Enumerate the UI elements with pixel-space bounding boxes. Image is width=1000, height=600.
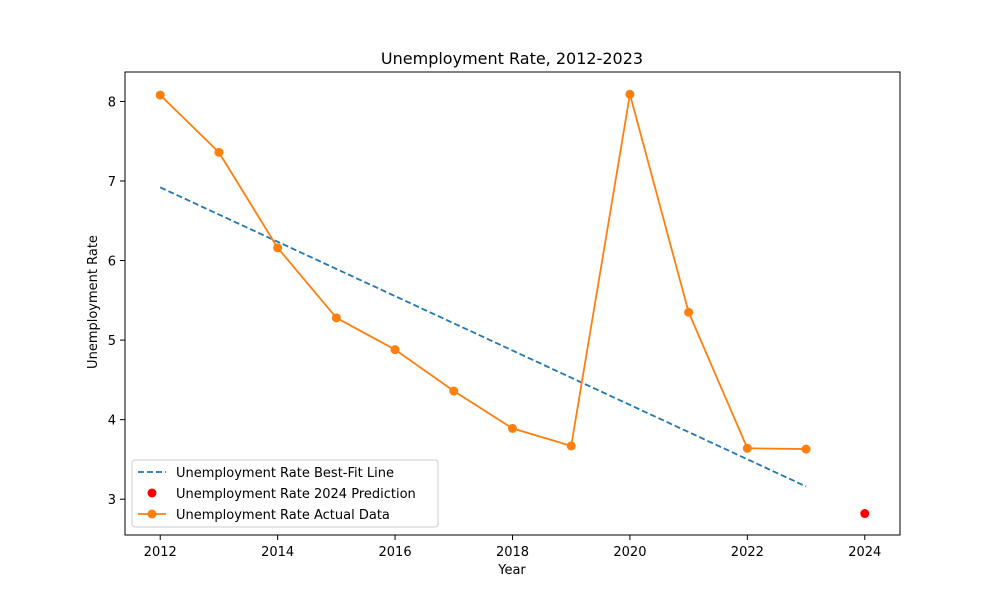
plot-area: 2012 2014 2016 2018 2020 2022 2024 3 4 5 6 7 8 (108, 71, 901, 560)
actual-data-point (566, 441, 576, 451)
actual-data-point (449, 386, 459, 396)
x-tick-label: 2024 (848, 545, 881, 560)
legend-label: Unemployment Rate Best-Fit Line (176, 466, 394, 481)
legend-swatch-prediction (147, 488, 157, 498)
actual-data-point (155, 90, 165, 100)
legend-box (131, 459, 439, 528)
y-tick-label: 3 (108, 493, 116, 508)
actual-data-point (214, 147, 224, 157)
actual-data-point (273, 243, 283, 253)
x-tick-label: 2022 (731, 545, 764, 560)
prediction-point (860, 509, 870, 519)
legend-label: Unemployment Rate 2024 Prediction (176, 487, 416, 502)
y-axis-title: Unemployment Rate (86, 235, 101, 369)
x-tick-label: 2018 (496, 545, 529, 560)
actual-data-point (742, 443, 752, 453)
x-tick-label: 2020 (613, 545, 646, 560)
x-tick-label: 2014 (261, 545, 294, 560)
legend-label: Unemployment Rate Actual Data (176, 508, 390, 523)
x-axis-title: Year (497, 563, 526, 578)
y-tick-label: 4 (108, 414, 116, 429)
x-tick-label: 2016 (379, 545, 412, 560)
chart-title: Unemployment Rate, 2012-2023 (381, 49, 643, 68)
actual-data-point (390, 345, 400, 355)
legend-swatch-actual-marker (147, 509, 157, 519)
best-fit-line (159, 186, 807, 488)
actual-data-point (684, 307, 694, 317)
y-tick-label: 7 (108, 175, 116, 190)
actual-data-line (159, 94, 807, 450)
legend: Unemployment Rate Best-Fit Line Unemploym… (131, 459, 439, 528)
y-tick-label: 5 (108, 334, 116, 349)
actual-data-point (625, 89, 635, 99)
y-tick-label: 6 (108, 255, 116, 270)
actual-data-point (508, 423, 517, 433)
actual-data-point (331, 313, 341, 323)
actual-data-point (801, 444, 811, 454)
x-tick-label: 2012 (144, 545, 177, 560)
y-tick-label: 8 (108, 95, 116, 110)
